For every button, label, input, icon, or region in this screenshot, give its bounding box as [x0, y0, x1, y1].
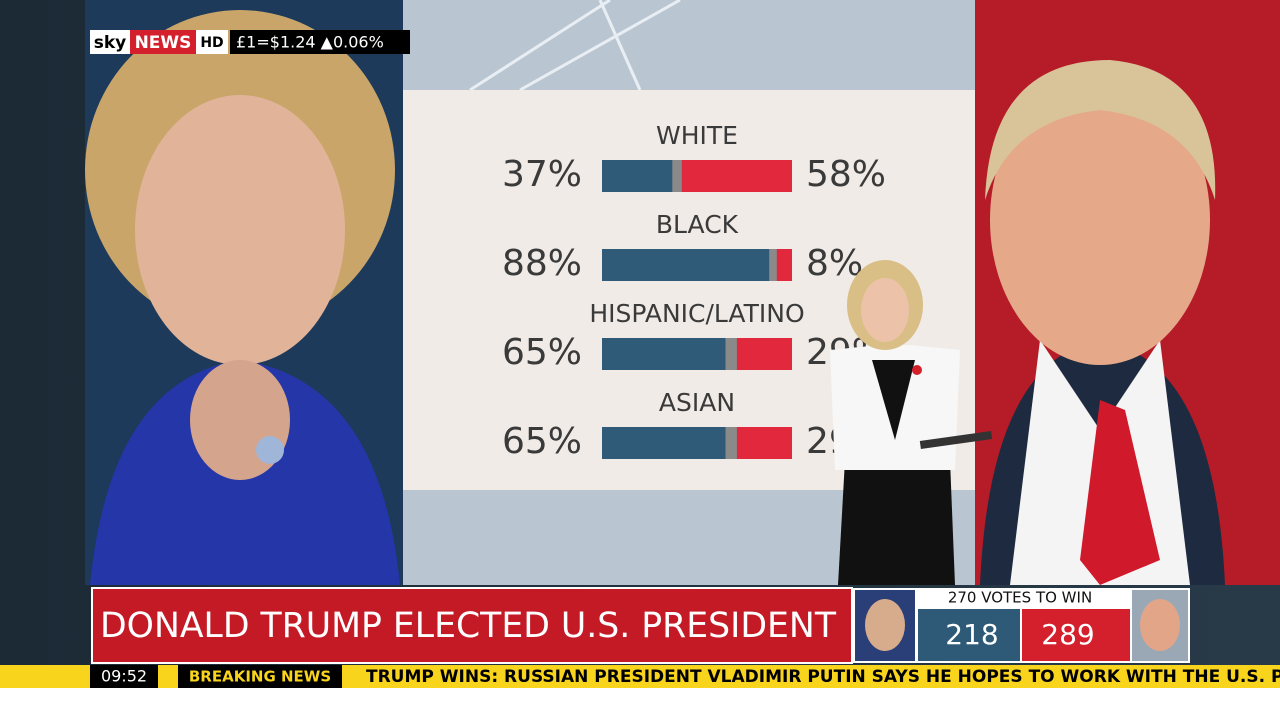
- bar: [602, 338, 726, 370]
- right-portrait: [980, 60, 1225, 585]
- breaking-label: BREAKING NEWS: [189, 668, 331, 686]
- scoreboard-label: 270 VOTES TO WIN: [948, 589, 1092, 607]
- presenter: [830, 260, 993, 585]
- value-label: 65%: [502, 332, 582, 373]
- bar: [602, 427, 726, 459]
- logo-brand: sky: [94, 33, 127, 53]
- time-box: [90, 665, 158, 688]
- bar: [681, 160, 792, 192]
- logo-channel: NEWS: [135, 33, 192, 53]
- headline-banner: [91, 587, 853, 664]
- bottom-strip: [0, 688, 1280, 720]
- bar: [736, 427, 792, 459]
- left-candidate-face: [865, 599, 905, 651]
- ticker-text: TRUMP WINS: RUSSIAN PRESIDENT VLADIMIR P…: [366, 667, 1280, 687]
- category-label: WHITE: [656, 121, 738, 150]
- right-candidate-face: [1140, 599, 1180, 651]
- right-score: 289: [1041, 618, 1094, 651]
- logo: sky NEWS HD £1=$1.24 ▲0.06%: [90, 30, 410, 54]
- logo-format: HD: [200, 35, 223, 51]
- value-label: 37%: [502, 154, 582, 195]
- bar: [602, 160, 673, 192]
- left-portrait: [85, 10, 400, 585]
- right-score-box: [1022, 609, 1130, 661]
- value-label: 88%: [502, 243, 582, 284]
- category-label: ASIAN: [659, 388, 735, 417]
- left-score-box: [918, 609, 1020, 661]
- left-score: 218: [945, 618, 998, 651]
- bar: [776, 249, 792, 281]
- market-ticker: £1=$1.24 ▲0.06%: [236, 33, 384, 52]
- breaking-box: [178, 665, 342, 688]
- category-label: HISPANIC/LATINO: [589, 299, 804, 328]
- value-label: 65%: [502, 421, 582, 462]
- headline: DONALD TRUMP ELECTED U.S. PRESIDENT: [100, 606, 837, 646]
- bar: [602, 249, 770, 281]
- value-label: 8%: [806, 243, 863, 284]
- value-label: 58%: [806, 154, 886, 195]
- decoration: [469, 0, 681, 92]
- time: 09:52: [101, 667, 147, 686]
- bar: [736, 338, 792, 370]
- category-label: BLACK: [656, 210, 739, 239]
